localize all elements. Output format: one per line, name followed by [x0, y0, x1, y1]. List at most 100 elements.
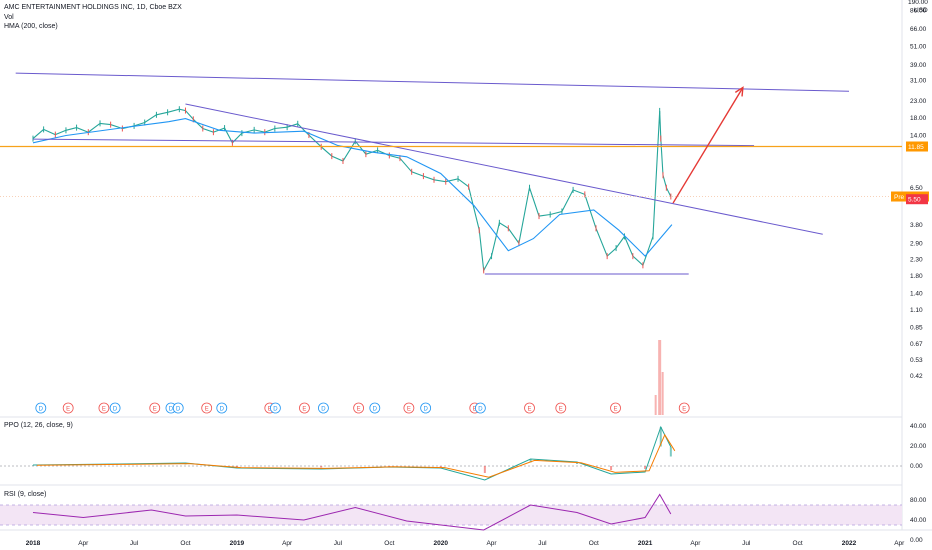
time-axis-tick: Oct	[384, 540, 394, 547]
time-axis-tick: Jul	[130, 540, 139, 547]
price-axis-tick: 23.00	[910, 98, 927, 105]
rsi-axis-tick: 40.00	[910, 517, 927, 524]
ppo-axis-tick: 0.00	[910, 463, 923, 470]
resistance-badge-label: 11.85	[908, 144, 924, 151]
symbol-legend[interactable]: AMC ENTERTAINMENT HOLDINGS INC, 1D, Cboe…	[4, 4, 182, 11]
time-axis-tick: 2020	[433, 540, 448, 547]
time-axis-tick: 2018	[26, 540, 41, 547]
dividend-marker	[474, 402, 486, 414]
dividend-marker	[369, 402, 381, 414]
rsi-legend[interactable]: RSI (9, close)	[4, 491, 47, 498]
volume-bar	[661, 372, 664, 415]
hma-legend[interactable]: HMA (200, close)	[4, 23, 58, 30]
dividend-marker	[420, 402, 432, 414]
event-marker-label: E	[614, 407, 618, 413]
dividend-marker	[109, 402, 121, 414]
ppo-legend[interactable]: PPO (12, 26, close, 9)	[4, 422, 73, 429]
time-axis-tick: Jul	[334, 540, 343, 547]
dividend-marker	[318, 402, 329, 414]
event-marker-label: D	[113, 407, 118, 413]
volume-legend[interactable]: Vol	[4, 14, 14, 21]
event-marker-label: E	[268, 407, 272, 413]
event-marker-label: D	[39, 407, 44, 413]
price-line	[32, 108, 672, 273]
time-axis-tick: Oct	[180, 540, 190, 547]
ppo-signal-line	[36, 433, 676, 478]
event-marker-label: E	[407, 407, 411, 413]
ppo-axis-tick: 40.00	[910, 423, 927, 430]
earnings-marker	[353, 402, 365, 414]
event-marker-label: E	[357, 407, 361, 413]
earnings-marker	[98, 402, 110, 414]
event-marker-label: E	[528, 407, 532, 413]
horizontal-line	[32, 138, 755, 147]
price-axis-tick: 0.42	[910, 373, 923, 380]
ppo-histogram-bar	[320, 466, 323, 468]
dividend-marker	[269, 402, 281, 414]
time-axis-tick: Apr	[690, 540, 701, 547]
price-axis-tick: 1.10	[910, 307, 923, 314]
earnings-marker	[555, 402, 567, 414]
ppo-line	[32, 425, 672, 481]
price-axis-tick: 31.00	[910, 78, 927, 85]
ppo-histogram-bar	[644, 466, 647, 469]
arrow-head	[734, 86, 744, 97]
price-axis-tick: 0.67	[910, 341, 923, 348]
earnings-marker	[201, 402, 213, 414]
time-axis-tick: Apr	[78, 540, 89, 547]
ppo-histogram-bar	[439, 466, 442, 467]
resistance-badge	[906, 141, 928, 152]
volume-bar	[654, 395, 657, 415]
event-marker-label: E	[559, 407, 563, 413]
price-axis-tick: 2.30	[910, 256, 923, 263]
price-axis-tick: 1.80	[910, 273, 923, 280]
event-marker-label: D	[273, 407, 278, 413]
ppo-histogram-bar	[235, 466, 238, 467]
close-badge-prefix: Pre	[894, 194, 905, 201]
dividend-marker	[35, 402, 47, 414]
earnings-marker	[403, 402, 415, 414]
ppo-histogram-bar	[610, 466, 613, 470]
time-axis-tick: Apr	[486, 540, 497, 547]
price-axis-tick: 1.40	[910, 290, 923, 297]
event-marker-label: D	[169, 407, 174, 413]
event-marker-label: E	[66, 407, 70, 413]
ppo-histogram-bar	[669, 447, 672, 457]
dividend-marker	[216, 402, 228, 414]
event-marker-label: E	[102, 407, 106, 413]
ppo-histogram-bar	[32, 465, 34, 466]
price-axis-tick: 18.00	[910, 115, 927, 122]
dividend-marker	[172, 402, 184, 414]
event-marker-label: E	[302, 407, 306, 413]
price-axis-tick: 14.00	[910, 132, 927, 139]
price-axis-tick: 0.85	[910, 325, 923, 332]
time-axis-tick: Jul	[742, 540, 751, 547]
earnings-marker	[62, 402, 74, 414]
price-axis-tick: 3.80	[910, 222, 923, 229]
rsi-line	[32, 493, 672, 531]
projection-arrow	[672, 87, 744, 204]
price-axis-tick: 66.00	[910, 26, 927, 33]
event-marker-label: E	[153, 407, 157, 413]
time-axis-tick: Oct	[589, 540, 599, 547]
event-marker-label: D	[423, 407, 428, 413]
ppo-histogram-bar	[483, 466, 486, 473]
ppo-axis-tick: 20.00	[910, 443, 927, 450]
time-axis-tick: 2019	[230, 540, 245, 547]
price-axis-tick: 6.50	[910, 185, 923, 192]
earnings-marker	[678, 402, 690, 414]
time-axis-tick: Apr	[282, 540, 293, 547]
rsi-band	[0, 505, 902, 525]
price-axis-tick: 0.53	[910, 357, 923, 364]
price-axis-label: 190.00	[908, 0, 928, 6]
price-axis-tick: 39.00	[910, 62, 927, 69]
ppo-histogram-bar	[529, 459, 532, 463]
event-marker-label: E	[682, 407, 686, 413]
price-axis-tick: 51.00	[910, 43, 927, 50]
earnings-marker	[149, 402, 161, 414]
time-axis-tick: Oct	[793, 540, 803, 547]
time-axis-tick: Jul	[538, 540, 547, 547]
hma-badge	[906, 194, 928, 205]
